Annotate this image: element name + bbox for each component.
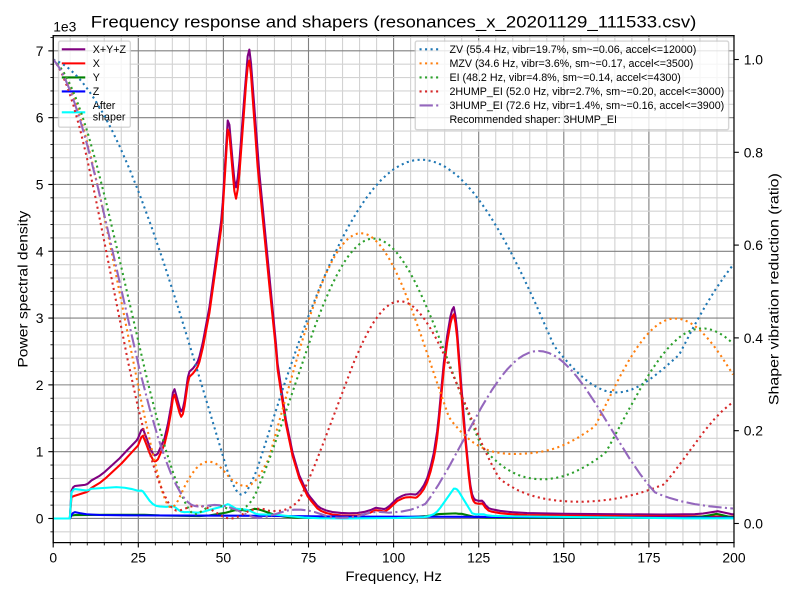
- svg-text:5: 5: [36, 177, 44, 193]
- svg-text:Power spectral density: Power spectral density: [14, 211, 30, 368]
- svg-text:4: 4: [36, 243, 44, 259]
- svg-text:0.6: 0.6: [744, 237, 764, 253]
- svg-text:1.0: 1.0: [744, 52, 764, 68]
- svg-text:6: 6: [36, 110, 44, 126]
- svg-text:0.0: 0.0: [744, 516, 764, 532]
- svg-text:shaper: shaper: [93, 112, 126, 124]
- svg-text:75: 75: [301, 549, 317, 565]
- svg-text:2HUMP_EI (52.0 Hz, vibr=2.7%,: 2HUMP_EI (52.0 Hz, vibr=2.7%, sm~=0.20, …: [449, 86, 724, 98]
- svg-text:0: 0: [49, 549, 57, 565]
- svg-text:After: After: [93, 100, 116, 112]
- svg-text:125: 125: [467, 549, 490, 565]
- svg-text:2: 2: [36, 377, 44, 393]
- svg-text:0: 0: [36, 511, 44, 527]
- svg-text:150: 150: [552, 549, 575, 565]
- svg-text:25: 25: [131, 549, 147, 565]
- svg-text:1e3: 1e3: [53, 19, 76, 35]
- svg-text:200: 200: [722, 549, 745, 565]
- svg-text:100: 100: [382, 549, 405, 565]
- svg-text:Frequency response and shapers: Frequency response and shapers (resonanc…: [91, 12, 697, 31]
- svg-text:Y: Y: [93, 72, 100, 84]
- svg-text:Recommended shaper: 3HUMP_EI: Recommended shaper: 3HUMP_EI: [449, 114, 617, 126]
- svg-text:EI (48.2 Hz, vibr=4.8%, sm~=0.: EI (48.2 Hz, vibr=4.8%, sm~=0.14, accel<…: [449, 72, 680, 84]
- svg-text:Z: Z: [93, 86, 100, 98]
- svg-text:X: X: [93, 58, 100, 70]
- svg-text:0.4: 0.4: [744, 330, 764, 346]
- svg-text:0.8: 0.8: [744, 144, 764, 160]
- svg-text:3HUMP_EI (72.6 Hz, vibr=1.4%,: 3HUMP_EI (72.6 Hz, vibr=1.4%, sm~=0.16, …: [449, 100, 724, 112]
- svg-text:175: 175: [637, 549, 660, 565]
- svg-text:ZV (55.4 Hz, vibr=19.7%, sm~=0: ZV (55.4 Hz, vibr=19.7%, sm~=0.06, accel…: [449, 44, 696, 56]
- svg-text:50: 50: [216, 549, 232, 565]
- svg-text:MZV (34.6 Hz, vibr=3.6%, sm~=0: MZV (34.6 Hz, vibr=3.6%, sm~=0.17, accel…: [449, 58, 693, 70]
- svg-text:0.2: 0.2: [744, 423, 764, 439]
- svg-text:Frequency, Hz: Frequency, Hz: [345, 568, 442, 584]
- svg-text:X+Y+Z: X+Y+Z: [93, 44, 127, 56]
- svg-text:3: 3: [36, 310, 44, 326]
- svg-text:Shaper vibration reduction (ra: Shaper vibration reduction (ratio): [766, 173, 782, 405]
- svg-text:1: 1: [36, 444, 44, 460]
- svg-text:7: 7: [36, 43, 44, 59]
